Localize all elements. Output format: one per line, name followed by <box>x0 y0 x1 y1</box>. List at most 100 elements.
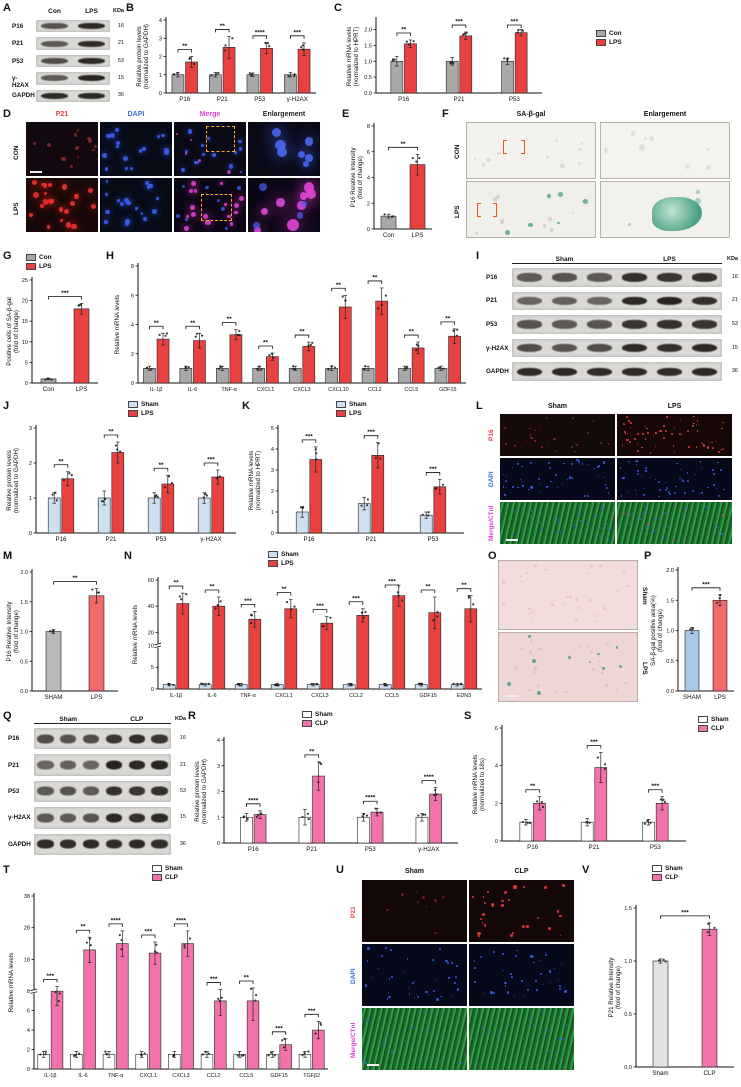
micro-tile-lps-dapi <box>617 458 732 500</box>
panel-label-b: B <box>126 2 134 14</box>
svg-text:0.0: 0.0 <box>666 689 674 695</box>
svg-text:(fold of change): (fold of change) <box>657 609 664 652</box>
panel-label-g: G <box>3 250 12 262</box>
svg-text:28: 28 <box>24 926 30 932</box>
panel-label-r: R <box>188 710 196 722</box>
micro-tile-con-sabgal <box>466 122 596 179</box>
svg-text:CXCL3: CXCL3 <box>311 693 328 699</box>
svg-text:**: ** <box>409 329 415 336</box>
micro-tile-lps-enlargement <box>600 181 730 238</box>
svg-text:Relative mRNA levels: Relative mRNA levels <box>248 451 255 511</box>
chart-sabgal-area-lps-mouse: 0.0 0.5 1.0 1.5 2.0 SA-β-gal positive area(%)… <box>648 558 738 704</box>
micro-tile-sham-merge-ctni <box>362 1008 467 1070</box>
panel-label-t: T <box>3 864 10 876</box>
svg-text:***: *** <box>316 603 324 610</box>
micro-tile-lps-merge <box>174 178 246 232</box>
svg-text:IL-1β: IL-1β <box>150 387 162 393</box>
svg-text:P16: P16 <box>248 846 260 853</box>
svg-text:**: ** <box>108 429 114 436</box>
svg-text:1.0: 1.0 <box>20 630 28 636</box>
svg-text:TNF-α: TNF-α <box>108 1073 123 1079</box>
svg-text:(fold of change): (fold of change) <box>13 310 20 353</box>
svg-text:**: ** <box>190 320 196 327</box>
svg-text:(normalized to GAPDH): (normalized to GAPDH) <box>143 24 150 89</box>
svg-text:P16: P16 <box>303 536 315 543</box>
western-blot-cell: Con LPS KDa P16 16 P21 21 P53 53 γ-H2AX 15 GAPDH 36 <box>12 8 124 105</box>
legend-sham-clp-v: Sham CLP <box>652 865 683 881</box>
chart-sabgal-positive-cells: 0 5 10 15 20 25 Positive cells of SA-β-gal (fol… <box>4 268 102 396</box>
col-header-p21: P21 <box>55 111 69 118</box>
svg-text:***: *** <box>388 579 396 586</box>
svg-text:γ-H2AX: γ-H2AX <box>287 96 308 103</box>
svg-text:**: ** <box>182 43 188 50</box>
svg-text:**: ** <box>158 462 164 469</box>
panel-label-q: Q <box>3 710 12 722</box>
svg-text:CXCL1: CXCL1 <box>257 387 274 393</box>
svg-text:***: *** <box>244 598 252 605</box>
row-label-p16: P16 <box>488 429 495 441</box>
svg-text:0: 0 <box>131 381 134 387</box>
micro-tile-lps-p21 <box>26 178 98 232</box>
row-label-con: CON <box>13 145 20 161</box>
svg-text:10: 10 <box>22 340 28 346</box>
svg-text:LPS: LPS <box>412 232 424 239</box>
svg-text:***: *** <box>275 1025 283 1032</box>
svg-text:IL-6: IL-6 <box>78 1073 87 1079</box>
svg-text:**: ** <box>401 26 407 33</box>
svg-text:1.5: 1.5 <box>666 598 674 604</box>
svg-text:0: 0 <box>495 839 498 845</box>
panel-label-m: M <box>3 550 13 562</box>
svg-text:Relative protein levels: Relative protein levels <box>6 450 13 511</box>
svg-text:P21: P21 <box>105 536 117 543</box>
svg-text:(fold of change): (fold of change) <box>615 966 622 1009</box>
svg-text:20: 20 <box>148 630 154 636</box>
svg-text:P16 Relative Intensity: P16 Relative Intensity <box>6 601 13 662</box>
svg-text:CCL5: CCL5 <box>404 387 418 393</box>
col-header-sabgal: SA-β-gal <box>516 111 546 118</box>
row-label-lps: LPS <box>454 205 461 219</box>
svg-text:**: ** <box>220 23 226 30</box>
svg-text:1.5: 1.5 <box>624 906 632 912</box>
svg-text:0: 0 <box>29 531 32 537</box>
svg-text:Sham: Sham <box>652 1070 668 1077</box>
svg-text:40: 40 <box>148 604 154 610</box>
svg-text:4: 4 <box>495 764 498 770</box>
svg-text:**: ** <box>372 274 378 281</box>
panel-label-v: V <box>582 864 590 876</box>
svg-text:IL-6: IL-6 <box>207 693 216 699</box>
svg-text:**: ** <box>244 974 250 981</box>
legend-con-lps: Con LPS <box>596 30 622 46</box>
micro-tile-lps-sabgal <box>466 181 596 238</box>
panel-label-n: N <box>124 550 132 562</box>
row-label-merge-ctni: Merge/CTnI <box>488 505 495 541</box>
svg-text:P16: P16 <box>55 536 67 543</box>
svg-text:1.0: 1.0 <box>364 59 372 65</box>
svg-text:****: **** <box>255 29 266 36</box>
svg-text:8: 8 <box>131 264 134 270</box>
svg-text:****: **** <box>111 917 122 924</box>
svg-text:0.5: 0.5 <box>20 659 28 665</box>
svg-text:γ-H2AX: γ-H2AX <box>200 536 221 543</box>
row-label-con: CON <box>454 144 461 160</box>
svg-text:***: *** <box>61 290 69 297</box>
svg-text:4: 4 <box>159 18 162 24</box>
svg-text:**: ** <box>58 458 64 465</box>
svg-text:SHAM: SHAM <box>683 694 701 701</box>
svg-text:P21: P21 <box>217 96 229 103</box>
svg-text:SA-β-gal positive area(%): SA-β-gal positive area(%) <box>650 595 657 666</box>
row-label-dapi: DAPI <box>350 968 357 984</box>
svg-text:2.0: 2.0 <box>666 568 674 574</box>
row-label-p21: P21 <box>350 906 357 918</box>
svg-text:15: 15 <box>22 319 28 325</box>
panel-label-l: L <box>476 400 483 412</box>
svg-text:SHAM: SHAM <box>45 694 63 701</box>
svg-text:5: 5 <box>151 665 154 671</box>
svg-text:**: ** <box>299 329 305 336</box>
svg-text:GDF15: GDF15 <box>419 693 436 699</box>
col-header-enlargement: Enlargement <box>643 111 687 118</box>
panel-label-f: F <box>442 108 449 120</box>
svg-text:0: 0 <box>367 227 370 233</box>
micro-tile-con-dapi <box>100 122 172 176</box>
panel-label-d: D <box>3 108 11 120</box>
svg-text:***: *** <box>352 595 360 602</box>
